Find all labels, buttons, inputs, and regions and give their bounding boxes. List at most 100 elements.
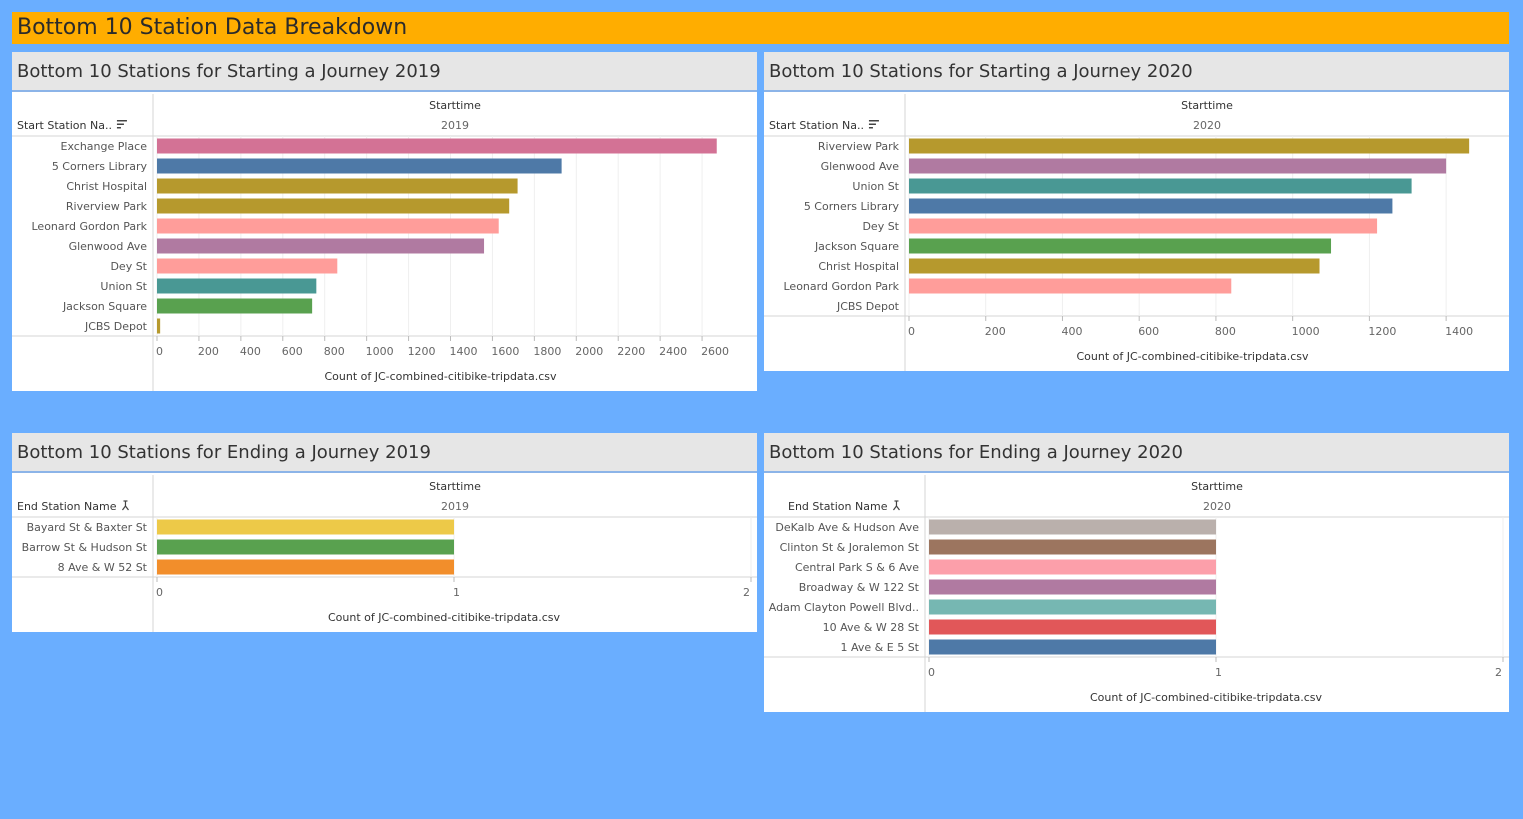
category-label: Broadway & W 122 St xyxy=(799,581,920,594)
category-label: 5 Corners Library xyxy=(804,200,900,213)
bar[interactable] xyxy=(909,138,1470,154)
bar[interactable] xyxy=(157,278,317,294)
tick-label: 800 xyxy=(1215,325,1236,338)
category-label: Bayard St & Baxter St xyxy=(27,521,148,534)
tick-label: 1000 xyxy=(1292,325,1320,338)
bar[interactable] xyxy=(909,158,1447,174)
row-header[interactable]: Start Station Na.. xyxy=(769,119,864,132)
tick-label: 2 xyxy=(1495,666,1502,679)
tick-label: 2600 xyxy=(701,345,729,358)
tick-label: 2000 xyxy=(575,345,603,358)
x-axis-title: Count of JC-combined-citibike-tripdata.c… xyxy=(324,370,557,383)
bar[interactable] xyxy=(157,539,454,555)
category-label: DeKalb Ave & Hudson Ave xyxy=(775,521,919,534)
row-header[interactable]: End Station Name xyxy=(788,500,888,513)
category-label: Riverview Park xyxy=(66,200,148,213)
dashboard-title: Bottom 10 Station Data Breakdown xyxy=(12,12,1509,44)
chart-start-2020: Starttime 2020 Start Station Na.. Riverview… xyxy=(764,94,1509,371)
bar[interactable] xyxy=(157,519,454,535)
category-label: Adam Clayton Powell Blvd.. xyxy=(769,601,919,614)
row-header[interactable]: Start Station Na.. xyxy=(17,119,112,132)
bar[interactable] xyxy=(929,579,1216,595)
bar[interactable] xyxy=(909,278,1232,294)
tick-label: 1400 xyxy=(450,345,478,358)
tick-label: 400 xyxy=(1061,325,1082,338)
bar[interactable] xyxy=(157,298,313,314)
chart-title: Bottom 10 Stations for Starting a Journe… xyxy=(12,52,757,92)
category-label: Leonard Gordon Park xyxy=(32,220,148,233)
x-axis-title: Count of JC-combined-citibike-tripdata.c… xyxy=(1076,350,1309,363)
tick-label: 400 xyxy=(240,345,261,358)
bar[interactable] xyxy=(157,138,717,154)
panel-end-2020: Bottom 10 Stations for Ending a Journey … xyxy=(764,433,1509,712)
x-axis-title: Count of JC-combined-citibike-tripdata.c… xyxy=(328,611,561,624)
category-label: Leonard Gordon Park xyxy=(784,280,900,293)
tick-label: 1000 xyxy=(366,345,394,358)
bar[interactable] xyxy=(157,258,338,274)
bar[interactable] xyxy=(157,318,161,334)
panel-start-2019: Bottom 10 Stations for Starting a Journe… xyxy=(12,52,757,391)
tick-label: 200 xyxy=(198,345,219,358)
bar[interactable] xyxy=(157,238,485,254)
bar[interactable] xyxy=(157,198,510,214)
bar[interactable] xyxy=(909,238,1332,254)
chart-end-2020: Starttime 2020 End Station Name DeKalb Ave … xyxy=(764,475,1509,712)
category-label: Christ Hospital xyxy=(818,260,899,273)
category-label: Glenwood Ave xyxy=(69,240,148,253)
tick-label: 200 xyxy=(985,325,1006,338)
tick-label: 600 xyxy=(1138,325,1159,338)
bar[interactable] xyxy=(929,519,1216,535)
bar[interactable] xyxy=(157,559,454,575)
category-label: JCBS Depot xyxy=(84,320,148,333)
row-header[interactable]: End Station Name xyxy=(17,500,117,513)
bar[interactable] xyxy=(157,178,518,194)
column-value: 2019 xyxy=(441,119,469,132)
tick-label: 0 xyxy=(156,345,163,358)
tick-label: 2400 xyxy=(659,345,687,358)
category-label: Jackson Square xyxy=(814,240,899,253)
sort-alpha-icon[interactable] xyxy=(121,500,129,511)
category-label: Exchange Place xyxy=(61,140,148,153)
chart-title: Bottom 10 Stations for Starting a Journe… xyxy=(764,52,1509,92)
category-label: 5 Corners Library xyxy=(52,160,148,173)
bar[interactable] xyxy=(909,258,1320,274)
bar[interactable] xyxy=(929,599,1216,615)
bar[interactable] xyxy=(157,218,499,234)
category-label: Union St xyxy=(852,180,899,193)
column-header: Starttime xyxy=(429,480,481,493)
category-label: Clinton St & Joralemon St xyxy=(780,541,920,554)
sort-alpha-icon[interactable] xyxy=(892,500,900,511)
bar[interactable] xyxy=(929,559,1216,575)
category-label: Dey St xyxy=(110,260,147,273)
column-value: 2020 xyxy=(1193,119,1221,132)
category-label: Barrow St & Hudson St xyxy=(22,541,148,554)
sort-icon[interactable] xyxy=(116,120,127,129)
tick-label: 1800 xyxy=(533,345,561,358)
bar[interactable] xyxy=(929,619,1216,635)
column-value: 2020 xyxy=(1203,500,1231,513)
bar[interactable] xyxy=(909,178,1412,194)
tick-label: 2 xyxy=(743,586,750,599)
category-label: 1 Ave & E 5 St xyxy=(841,641,920,654)
tick-label: 2200 xyxy=(617,345,645,358)
tick-label: 0 xyxy=(908,325,915,338)
tick-label: 1 xyxy=(1215,666,1222,679)
bar[interactable] xyxy=(929,639,1216,655)
tick-label: 1200 xyxy=(1368,325,1396,338)
category-label: 10 Ave & W 28 St xyxy=(823,621,920,634)
chart-title: Bottom 10 Stations for Ending a Journey … xyxy=(12,433,757,473)
x-axis-title: Count of JC-combined-citibike-tripdata.c… xyxy=(1090,691,1323,704)
sort-icon[interactable] xyxy=(868,120,879,129)
bar[interactable] xyxy=(929,539,1216,555)
category-label: Union St xyxy=(100,280,147,293)
chart-start-2019: Starttime 2019 Start Station Na.. Exchange … xyxy=(12,94,757,391)
bar[interactable] xyxy=(909,218,1378,234)
column-header: Starttime xyxy=(429,99,481,112)
tick-label: 1600 xyxy=(491,345,519,358)
column-header: Starttime xyxy=(1181,99,1233,112)
chart-end-2019: Starttime 2019 End Station Name Bayard St &… xyxy=(12,475,757,632)
category-label: Jackson Square xyxy=(62,300,147,313)
tick-label: 600 xyxy=(282,345,303,358)
bar[interactable] xyxy=(909,198,1393,214)
bar[interactable] xyxy=(157,158,562,174)
